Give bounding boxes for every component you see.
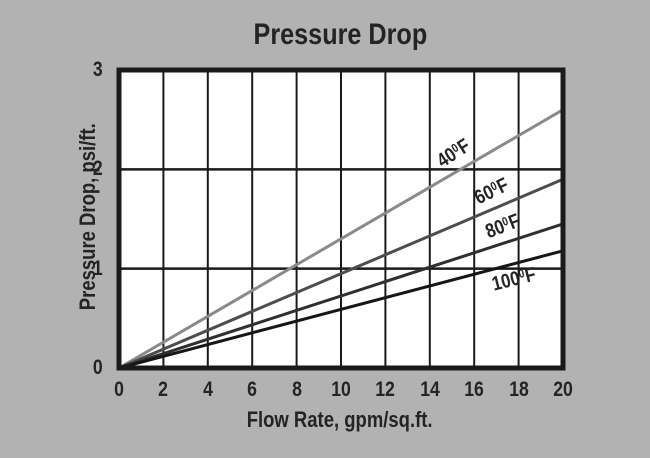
chart-title: Pressure Drop [120,18,560,52]
chart-title-text: Pressure Drop [253,18,427,51]
x-tick-label-8: 8 [291,378,303,402]
series-line-80f [118,222,564,370]
x-tick-text: 4 [202,378,213,401]
y-tick-text: 2 [93,157,104,181]
x-tick-text: 12 [375,378,396,401]
y-tick-label-3: 3 [58,58,104,82]
y-axis-title-text: Pressure Drop, psi/ft. [75,123,100,311]
x-tick-label-6: 6 [246,378,258,402]
y-tick-text: 1 [93,256,104,280]
x-tick-text: 0 [114,378,124,401]
y-tick-label-1: 1 [58,257,104,281]
x-axis-title-text: Flow Rate, gpm/sq.ft. [247,407,433,432]
plot-area [116,67,566,371]
x-tick-label-20: 20 [551,378,574,402]
curve-label-unit: F [505,210,524,235]
x-tick-label-16: 16 [463,378,486,402]
y-axis-title: Pressure Drop, psi/ft. [75,87,101,347]
series-line-100f [118,249,564,370]
plot-border [116,67,566,371]
x-tick-label-10: 10 [329,378,352,402]
x-tick-label-14: 14 [418,378,441,402]
y-tick-text: 0 [93,356,104,379]
y-tick-label-2: 2 [58,157,104,181]
x-axis-title: Flow Rate, gpm/sq.ft. [120,407,560,433]
x-tick-label-12: 12 [374,378,397,402]
x-tick-text: 16 [464,378,484,401]
x-tick-text: 18 [508,378,529,401]
x-tick-label-18: 18 [507,378,530,402]
x-tick-text: 14 [419,378,440,401]
x-tick-label-2: 2 [158,378,170,402]
x-tick-label-4: 4 [202,378,214,402]
x-tick-text: 10 [331,378,351,401]
x-tick-text: 2 [158,378,169,401]
x-tick-text: 8 [291,378,302,401]
series-line-40f [118,108,564,370]
x-tick-text: 20 [553,378,573,401]
curve-label-unit: F [522,263,539,287]
x-tick-label-0: 0 [113,378,125,402]
x-tick-text: 6 [247,378,258,401]
y-tick-label-0: 0 [58,356,104,380]
y-tick-text: 3 [93,58,104,81]
series-line-60f [118,177,564,370]
